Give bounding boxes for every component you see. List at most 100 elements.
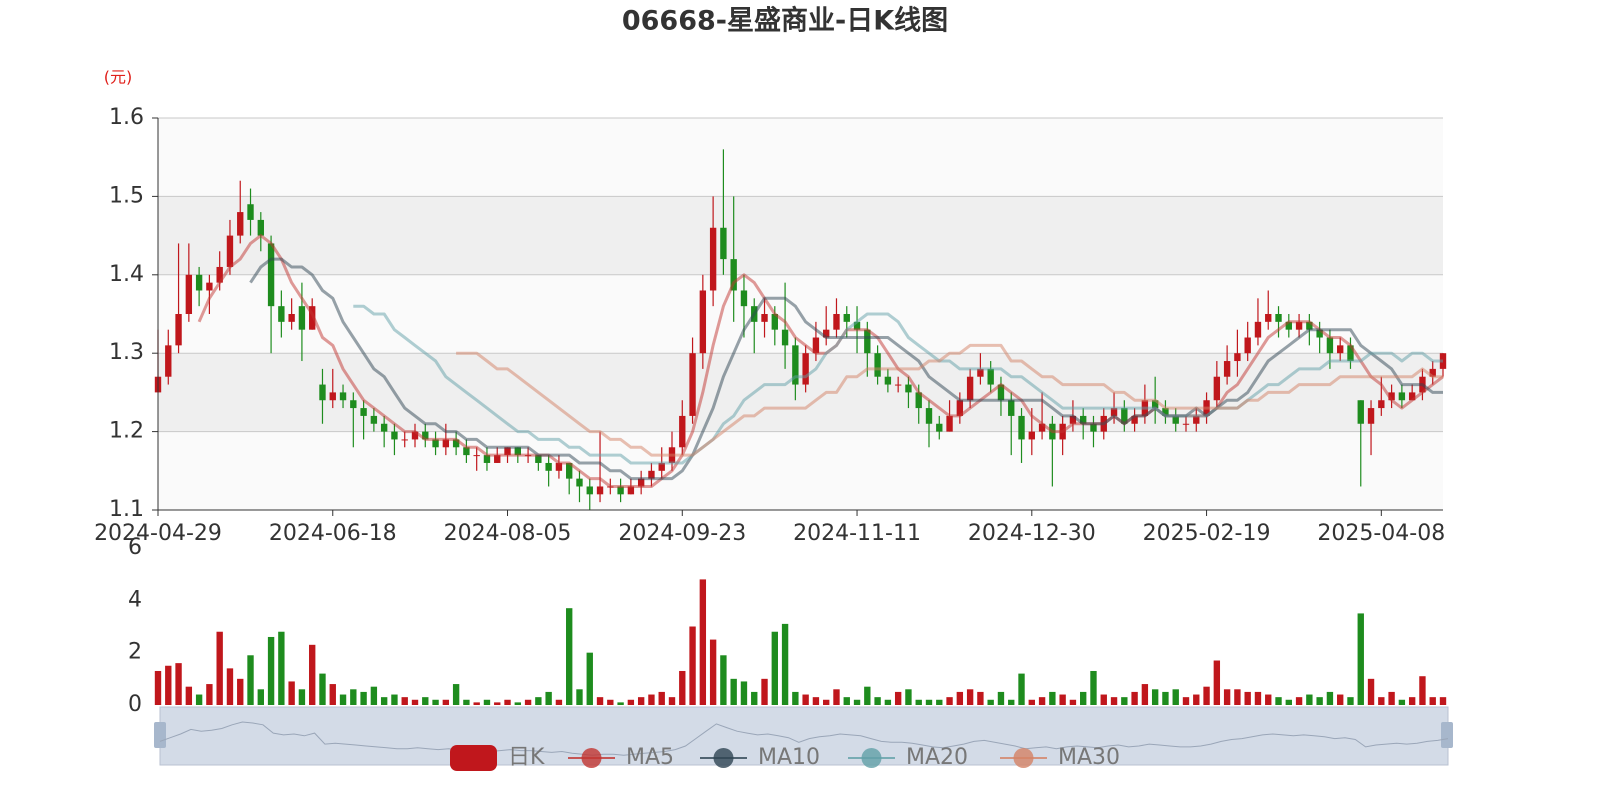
volume-bar	[771, 631, 778, 705]
slider-background	[159, 706, 1449, 766]
candle-body	[1213, 376, 1221, 401]
volume-bar	[1213, 660, 1221, 705]
candle-body	[298, 306, 306, 330]
volume-bar	[1388, 691, 1395, 705]
volume-bar	[288, 681, 295, 705]
volume-bar	[411, 699, 419, 705]
candle-body	[432, 439, 439, 448]
candle-body	[1244, 337, 1251, 354]
candle-body	[226, 235, 234, 267]
legend-icon-dot	[861, 748, 882, 768]
volume-y-tick-label: 4	[128, 587, 142, 612]
candle-body	[1193, 415, 1200, 424]
legend-item[interactable]: MA10	[700, 745, 820, 770]
volume-bar	[524, 699, 532, 705]
candle-body	[257, 219, 264, 236]
chart-title: 06668-星盛商业-日K线图	[622, 6, 948, 37]
candle-body	[1151, 400, 1159, 409]
candle-body	[535, 455, 542, 463]
volume-bar	[956, 691, 964, 705]
legend-item[interactable]: MA20	[848, 745, 968, 770]
candle-body	[997, 384, 1005, 401]
volume-bar	[740, 681, 748, 705]
legend-label: MA5	[626, 745, 674, 770]
candle-body	[267, 243, 275, 307]
candle-body	[637, 478, 645, 487]
volume-bar	[864, 686, 871, 705]
volume-bar	[442, 699, 450, 705]
candle-body	[566, 462, 573, 479]
slider-handle-right[interactable]	[1441, 722, 1453, 748]
candle-body	[915, 392, 922, 409]
volume-bar	[576, 689, 583, 705]
volume-bar	[586, 652, 593, 705]
volume-bar	[607, 699, 614, 705]
volume-bar	[925, 699, 933, 705]
volume-bar	[617, 702, 624, 705]
candle-body	[514, 447, 521, 456]
candle-body	[1131, 415, 1138, 424]
candle-body	[360, 408, 367, 416]
candle-body	[185, 274, 193, 314]
candle-body	[771, 314, 778, 330]
candle-body	[977, 368, 984, 377]
volume-bar	[1419, 676, 1426, 705]
volume-bar	[1090, 670, 1097, 705]
volume-bar	[874, 697, 881, 705]
candle-body	[884, 376, 892, 385]
candle-body	[1223, 361, 1231, 377]
candle-body	[329, 392, 336, 401]
volume-bar	[422, 697, 429, 705]
candle-body	[1265, 314, 1272, 322]
volume-bar	[668, 697, 676, 705]
volume-bar	[504, 699, 511, 705]
candle-body	[1326, 337, 1334, 354]
candle-body	[380, 423, 388, 432]
candle-body	[730, 259, 737, 291]
legend-item[interactable]: 日K	[450, 745, 545, 771]
volume-bar	[1182, 697, 1190, 705]
volume-bar	[792, 691, 799, 705]
legend-label: MA30	[1058, 745, 1120, 770]
volume-bar	[1172, 689, 1179, 705]
volume-bar	[452, 684, 460, 705]
candle-body	[1008, 400, 1015, 416]
candle-body	[452, 439, 460, 448]
candle-body	[874, 353, 881, 377]
split-area	[158, 118, 1443, 197]
volume-bar	[966, 689, 974, 705]
candle-body	[894, 384, 902, 386]
volume-y-tick-label: 2	[128, 640, 142, 665]
volume-bar	[1121, 697, 1128, 705]
slider-handle-left[interactable]	[154, 722, 166, 748]
candle-body	[1121, 408, 1128, 424]
volume-bar	[1429, 697, 1436, 705]
volume-bar	[1408, 697, 1416, 705]
volume-bar	[339, 694, 347, 705]
volume-bar	[309, 644, 316, 705]
candle-body	[319, 384, 326, 401]
x-tick-label: 2024-06-18	[269, 521, 397, 546]
volume-bar	[997, 691, 1005, 705]
candle-body	[658, 462, 665, 471]
data-zoom-slider[interactable]	[154, 706, 1453, 766]
volume-bar	[1347, 697, 1354, 705]
split-area	[158, 196, 1443, 275]
legend-item[interactable]: MA5	[568, 745, 674, 770]
x-tick-label: 2024-12-30	[968, 521, 1096, 546]
volume-bar	[1244, 691, 1251, 705]
legend-item[interactable]: MA30	[1000, 745, 1120, 770]
candle-body	[1378, 400, 1385, 409]
volume-bar	[946, 697, 953, 705]
volume-bar	[679, 670, 686, 705]
volume-bar	[843, 697, 850, 705]
y-tick-label: 1.5	[109, 183, 144, 208]
candle-body	[1028, 431, 1035, 440]
candle-body	[206, 282, 213, 291]
legend-label: 日K	[508, 745, 545, 770]
candle-body	[699, 290, 707, 354]
candle-body	[1398, 392, 1406, 401]
volume-bar	[237, 678, 244, 705]
ma-line	[353, 304, 1443, 465]
